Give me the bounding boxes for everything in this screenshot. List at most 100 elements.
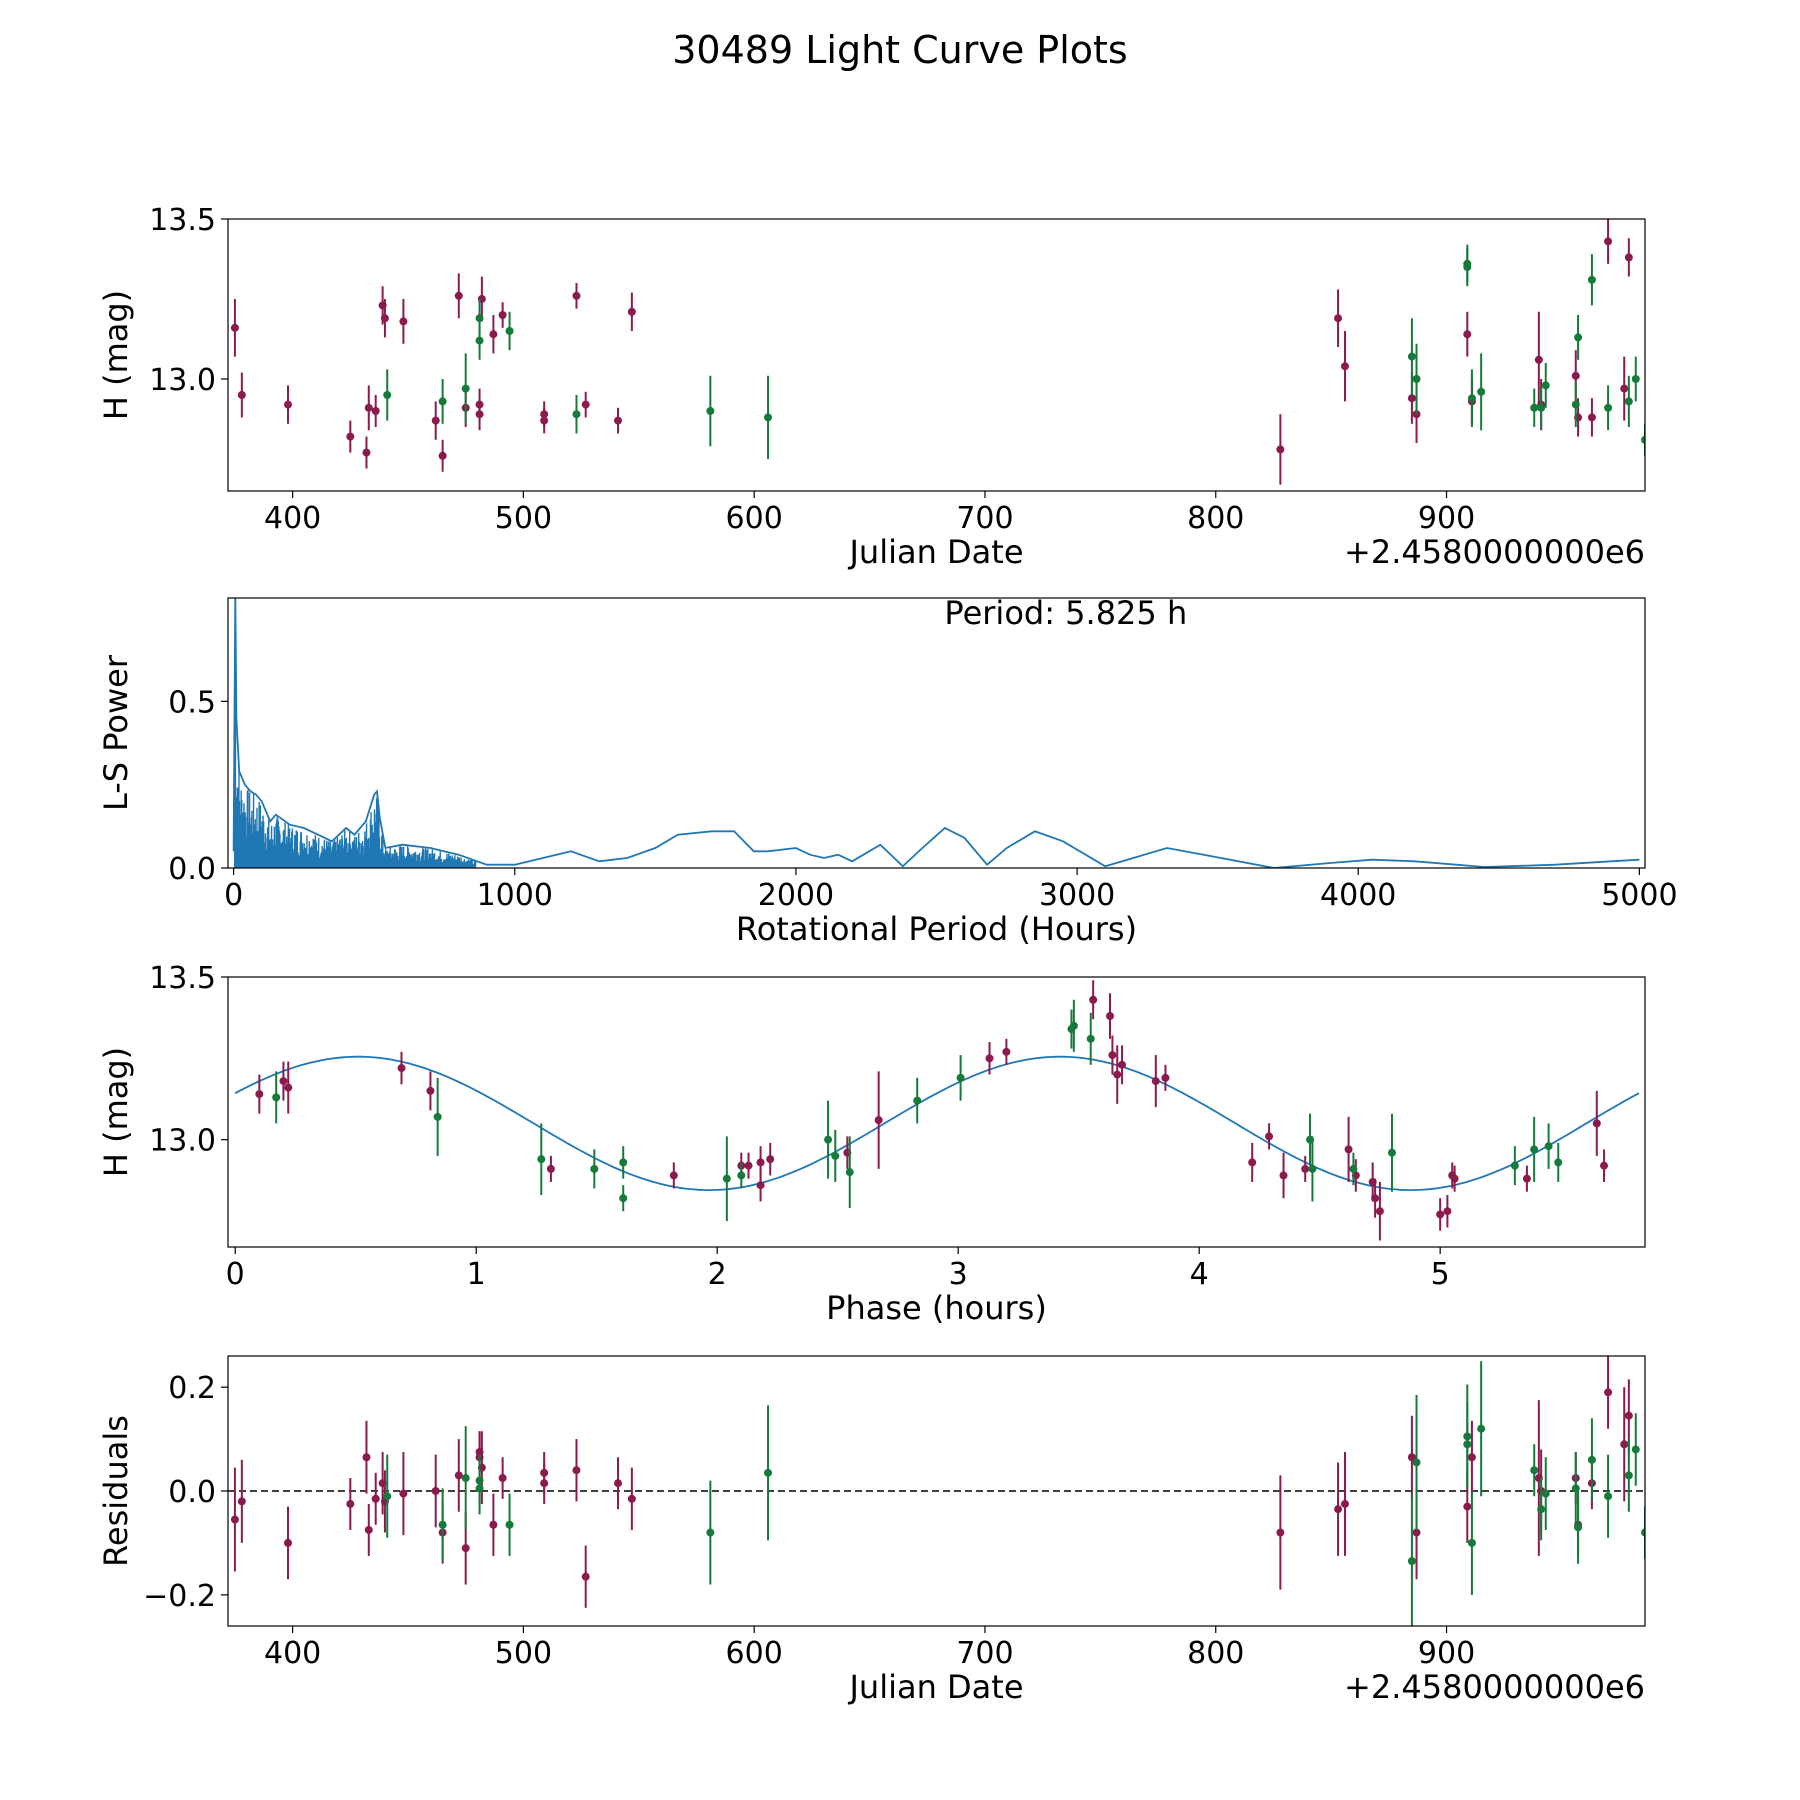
- data-point-g: [619, 1194, 628, 1203]
- data-point-r: [1463, 1502, 1472, 1511]
- data-point-r: [1522, 1174, 1531, 1183]
- data-point-g: [475, 314, 484, 323]
- x-tick-label: 500: [495, 501, 552, 536]
- data-point-g: [272, 1093, 281, 1102]
- y-axis-label: L-S Power: [97, 654, 135, 811]
- x-axis-label: Rotational Period (Hours): [736, 910, 1137, 948]
- data-point-r: [498, 1474, 507, 1483]
- x-tick-label: 600: [726, 1636, 783, 1671]
- data-point-r: [362, 448, 371, 457]
- data-point-r: [431, 1487, 440, 1495]
- data-point-r: [371, 407, 380, 415]
- data-point-r: [1334, 1505, 1343, 1514]
- data-point-g: [1510, 1161, 1519, 1170]
- data-point-r: [364, 1525, 373, 1534]
- data-point-r: [540, 1468, 549, 1477]
- data-point-r: [284, 1538, 293, 1547]
- data-point-g: [1631, 375, 1640, 383]
- data-point-r: [756, 1181, 765, 1190]
- data-point-r: [364, 403, 373, 412]
- data-point-g: [1541, 381, 1550, 390]
- data-point-g: [505, 1520, 514, 1529]
- data-point-r: [1463, 330, 1472, 339]
- data-point-r: [454, 291, 463, 300]
- y-tick-label: 0.2: [168, 1371, 216, 1406]
- x-tick-label: 800: [1187, 1636, 1244, 1671]
- plot-area: [228, 1356, 1645, 1626]
- data-point-g: [572, 410, 581, 419]
- x-tick-label: 500: [495, 1636, 552, 1671]
- data-point-r: [1587, 413, 1596, 422]
- data-point-r: [985, 1054, 994, 1063]
- data-point-r: [489, 1520, 498, 1529]
- data-point-r: [614, 416, 623, 425]
- data-point-r: [572, 1466, 581, 1475]
- data-point-r: [1592, 1119, 1601, 1128]
- x-axis-offset-label: +2.4580000000e6: [1344, 1668, 1645, 1706]
- x-tick-label: 400: [264, 1636, 321, 1671]
- axes-frame: [227, 218, 1646, 492]
- plot-area: [232, 598, 1640, 868]
- data-point-g: [619, 1158, 628, 1167]
- data-point-g: [824, 1135, 833, 1144]
- data-point-r: [1118, 1060, 1127, 1069]
- y-axis-label: H (mag): [97, 1047, 135, 1177]
- data-point-r: [438, 451, 447, 460]
- data-point-g: [383, 391, 392, 399]
- data-point-g: [913, 1096, 922, 1105]
- data-point-g: [1587, 1455, 1596, 1464]
- data-point-g: [764, 413, 773, 422]
- data-point-g: [706, 407, 715, 415]
- periodogram-line: [232, 598, 1640, 868]
- data-point-r: [1002, 1047, 1011, 1056]
- data-point-g: [1604, 403, 1613, 412]
- x-axis-label: Phase (hours): [826, 1289, 1047, 1327]
- data-point-r: [426, 1086, 435, 1095]
- data-point-g: [1412, 1458, 1421, 1467]
- plot-area: [230, 219, 1645, 485]
- x-tick-label: 400: [264, 501, 321, 536]
- data-point-r: [1407, 394, 1416, 403]
- x-axis-offset-label: +2.4580000000e6: [1344, 533, 1645, 571]
- x-tick-label: 2: [708, 1257, 727, 1292]
- data-point-g: [1624, 1471, 1633, 1480]
- x-axis-label: Julian Date: [847, 533, 1023, 571]
- data-point-r: [284, 1083, 293, 1092]
- data-point-g: [475, 1484, 484, 1493]
- data-point-r: [255, 1090, 264, 1099]
- data-point-g: [1407, 1557, 1416, 1566]
- data-point-g: [537, 1155, 546, 1164]
- data-point-g: [505, 327, 514, 335]
- data-point-g: [1349, 1164, 1358, 1173]
- data-point-g: [461, 1474, 470, 1483]
- data-point-r: [581, 1572, 590, 1581]
- data-point-r: [346, 1499, 355, 1508]
- data-point-g: [1587, 275, 1596, 284]
- figure-title: 30489 Light Curve Plots: [672, 28, 1128, 72]
- axes-frame: [227, 597, 1646, 869]
- data-point-g: [1467, 1538, 1476, 1547]
- y-axis-label: H (mag): [97, 290, 135, 420]
- data-point-g: [1387, 1148, 1396, 1157]
- data-point-r: [1534, 355, 1543, 364]
- data-point-g: [1530, 1466, 1539, 1475]
- data-point-r: [237, 1497, 246, 1506]
- data-point-r: [399, 1489, 408, 1498]
- data-point-r: [1248, 1158, 1257, 1167]
- period-annotation: Period: 5.825 h: [944, 594, 1187, 632]
- data-point-r: [874, 1116, 883, 1125]
- data-point-r: [546, 1164, 555, 1173]
- data-point-r: [1161, 1073, 1170, 1082]
- data-point-r: [669, 1171, 678, 1180]
- data-point-r: [744, 1161, 753, 1170]
- data-point-r: [1604, 237, 1613, 246]
- x-tick-label: 5000: [1601, 878, 1677, 913]
- data-point-r: [431, 416, 440, 425]
- data-point-r: [581, 400, 590, 409]
- y-tick-label: −0.2: [143, 1579, 216, 1614]
- data-point-g: [706, 1528, 715, 1537]
- data-point-r: [346, 432, 355, 441]
- lightcurve-panel: 400 500 600 700 800 900 13.0 13.5 Julian Date H (…: [97, 203, 1646, 571]
- data-point-g: [1463, 259, 1472, 268]
- data-point-g: [1641, 1528, 1645, 1537]
